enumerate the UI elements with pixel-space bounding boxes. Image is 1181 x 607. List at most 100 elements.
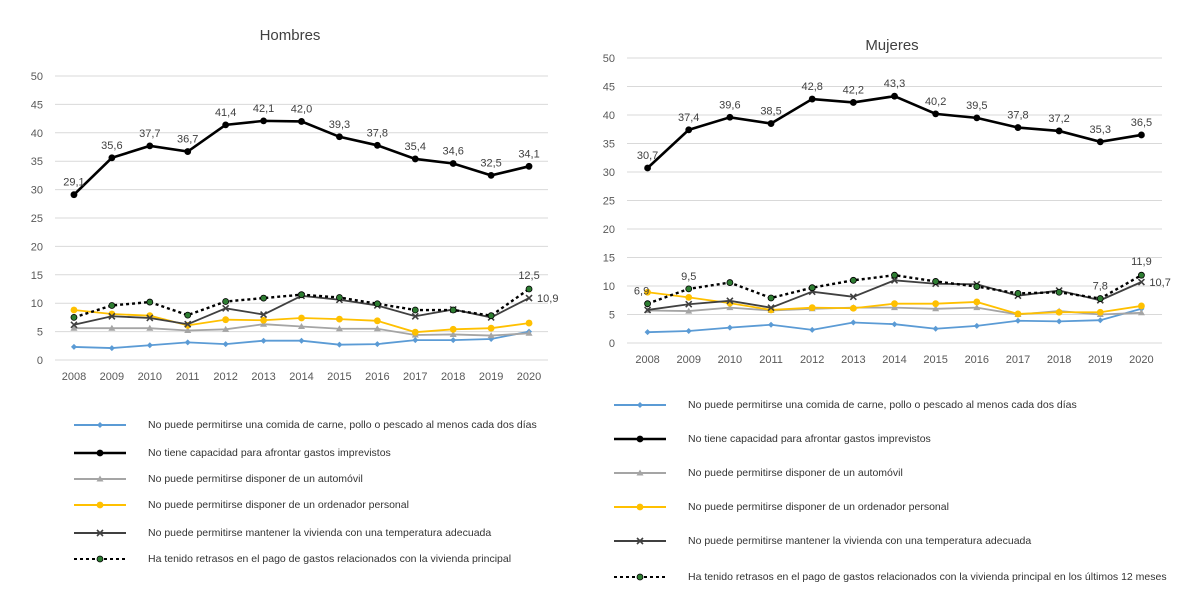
hombres-x-tick-label: 2014 bbox=[289, 371, 313, 383]
mujeres-data-point-s2 bbox=[849, 99, 857, 106]
hombres-data-point-s6 bbox=[184, 311, 192, 319]
hombres-data-label: 37,8 bbox=[367, 127, 388, 139]
mujeres-data-label: 39,6 bbox=[719, 99, 740, 111]
legend-marker-s1 bbox=[97, 422, 103, 428]
mujeres-data-point-s4 bbox=[973, 298, 981, 306]
legend-swatch-s4 bbox=[614, 503, 666, 511]
mujeres-x-tick-label: 2017 bbox=[1006, 354, 1030, 366]
hombres-x-tick-label: 2016 bbox=[365, 371, 389, 383]
hombres-data-point-s4 bbox=[260, 316, 267, 324]
mujeres-data-point-s1 bbox=[726, 324, 733, 331]
hombres-data-point-s1 bbox=[260, 337, 267, 344]
mujeres-data-point-s5 bbox=[1137, 278, 1145, 286]
hombres-data-label: 34,1 bbox=[518, 148, 539, 160]
mujeres-data-point-s1 bbox=[644, 329, 651, 336]
hombres-legend-item-s2: No tiene capacidad para afrontar gastos … bbox=[72, 446, 391, 461]
mujeres-data-point-s4 bbox=[1138, 302, 1145, 310]
mujeres-data-label: 9,5 bbox=[681, 271, 696, 283]
hombres-data-point-s2 bbox=[222, 121, 230, 129]
hombres-data-point-s3 bbox=[146, 324, 154, 331]
hombres-data-point-s2 bbox=[260, 117, 267, 125]
mujeres-data-point-s4 bbox=[808, 304, 816, 312]
mujeres-legend-label: Ha tenido retrasos en el pago de gastos … bbox=[688, 571, 1167, 583]
mujeres-series-s2: 30,7 37,4 39,6 38,5 42,8 42,2 43,3 40,2 39,5 37,8… bbox=[637, 78, 1152, 172]
legend-swatch-s5 bbox=[74, 529, 126, 537]
hombres-data-point-s5 bbox=[146, 314, 154, 322]
mujeres-data-point-s6 bbox=[973, 283, 981, 290]
hombres-data-point-s5 bbox=[525, 294, 533, 302]
hombres-data-point-s3 bbox=[108, 324, 116, 331]
hombres-data-point-s6 bbox=[222, 298, 230, 305]
mujeres-data-label: 38,5 bbox=[760, 106, 781, 118]
mujeres-legend-item-s5: No puede permitirse mantener la vivienda… bbox=[612, 534, 1031, 549]
mujeres-data-label: 42,8 bbox=[801, 81, 822, 93]
mujeres-y-tick-label: 45 bbox=[603, 82, 615, 94]
mujeres-data-point-s2 bbox=[685, 126, 693, 134]
legend-marker-s4 bbox=[636, 503, 644, 511]
mujeres-data-label: 36,5 bbox=[1131, 117, 1152, 129]
mujeres-data-point-s4 bbox=[891, 300, 898, 308]
legend-marker-s6 bbox=[636, 573, 644, 581]
hombres-legend-item-s5: No puede permitirse mantener la vivienda… bbox=[72, 526, 491, 541]
mujeres-data-point-s6 bbox=[1014, 290, 1022, 297]
hombres-data-point-s1 bbox=[374, 341, 381, 348]
hombres-data-point-s3 bbox=[298, 322, 305, 329]
mujeres-data-point-s6 bbox=[1055, 288, 1063, 296]
mujeres-y-tick-label: 30 bbox=[603, 167, 615, 179]
hombres-data-point-s2 bbox=[487, 172, 495, 179]
mujeres-data-point-s5 bbox=[644, 306, 652, 314]
mujeres-y-tick-label: 5 bbox=[609, 310, 615, 322]
legend-swatch-s6 bbox=[614, 573, 666, 581]
legend-mujeres: No puede permitirse una comida de carne,… bbox=[612, 392, 1172, 602]
mujeres-data-label: 40,2 bbox=[925, 96, 946, 108]
mujeres-data-point-s4 bbox=[932, 300, 940, 308]
hombres-x-tick-label: 2017 bbox=[403, 371, 427, 383]
mujeres-data-point-s6 bbox=[1096, 295, 1104, 302]
hombres-data-point-s1 bbox=[70, 343, 77, 350]
hombres-series-s4 bbox=[70, 306, 533, 336]
hombres-series-s6: 12,5 bbox=[70, 270, 540, 321]
mujeres-data-point-s3 bbox=[726, 304, 734, 311]
mujeres-data-point-s5 bbox=[726, 297, 734, 305]
hombres-x-tick-label: 2010 bbox=[138, 371, 162, 383]
hombres-data-label: 35,4 bbox=[405, 141, 426, 153]
mujeres-series-s1 bbox=[644, 305, 1145, 336]
hombres-chart-title: Hombres bbox=[260, 27, 321, 44]
hombres-data-point-s6 bbox=[449, 306, 457, 314]
hombres-y-tick-label: 20 bbox=[31, 241, 43, 253]
hombres-x-tick-label: 2013 bbox=[251, 371, 275, 383]
hombres-data-point-s6 bbox=[525, 285, 533, 293]
hombres-data-point-s2 bbox=[70, 191, 78, 199]
hombres-y-tick-label: 30 bbox=[31, 185, 43, 197]
hombres-data-label: 36,7 bbox=[177, 134, 198, 146]
mujeres-x-tick-label: 2015 bbox=[923, 354, 947, 366]
mujeres-data-point-s3 bbox=[1137, 309, 1145, 316]
legend-swatch-s6 bbox=[74, 555, 126, 563]
mujeres-x-tick-label: 2014 bbox=[882, 354, 906, 366]
mujeres-data-point-s4 bbox=[1096, 308, 1104, 316]
mujeres-data-point-s2 bbox=[644, 164, 651, 172]
hombres-data-point-s6 bbox=[146, 298, 154, 306]
mujeres-data-point-s5 bbox=[767, 304, 775, 312]
hombres-data-point-s1 bbox=[184, 339, 191, 346]
hombres-data-label: 39,3 bbox=[329, 119, 350, 131]
hombres-data-point-s6 bbox=[70, 313, 78, 321]
mujeres-data-point-s3 bbox=[685, 307, 693, 314]
hombres-data-point-s2 bbox=[525, 162, 533, 170]
chart-panel-hombres: Hombres 0 5 10 15 20 25 30 35 40 45 50 2008 2009 2010 2… bbox=[0, 0, 568, 607]
legend-marker-s5 bbox=[636, 537, 644, 545]
mujeres-x-tick-label: 2016 bbox=[965, 354, 989, 366]
hombres-legend-label: No tiene capacidad para afrontar gastos … bbox=[148, 447, 391, 459]
hombres-data-label: 34,6 bbox=[442, 145, 463, 157]
mujeres-data-point-s1 bbox=[768, 321, 775, 328]
mujeres-legend-label: No tiene capacidad para afrontar gastos … bbox=[688, 433, 931, 445]
mujeres-data-point-s1 bbox=[1097, 317, 1104, 324]
legend-swatch-s2 bbox=[74, 449, 126, 457]
legend-swatch-s1 bbox=[614, 402, 666, 408]
hombres-x-tick-label: 2015 bbox=[327, 371, 351, 383]
hombres-data-point-s2 bbox=[184, 148, 192, 155]
mujeres-data-point-s6 bbox=[891, 271, 898, 279]
hombres-data-point-s5 bbox=[108, 312, 116, 320]
mujeres-data-point-s1 bbox=[891, 321, 898, 328]
hombres-data-point-s4 bbox=[298, 314, 305, 322]
